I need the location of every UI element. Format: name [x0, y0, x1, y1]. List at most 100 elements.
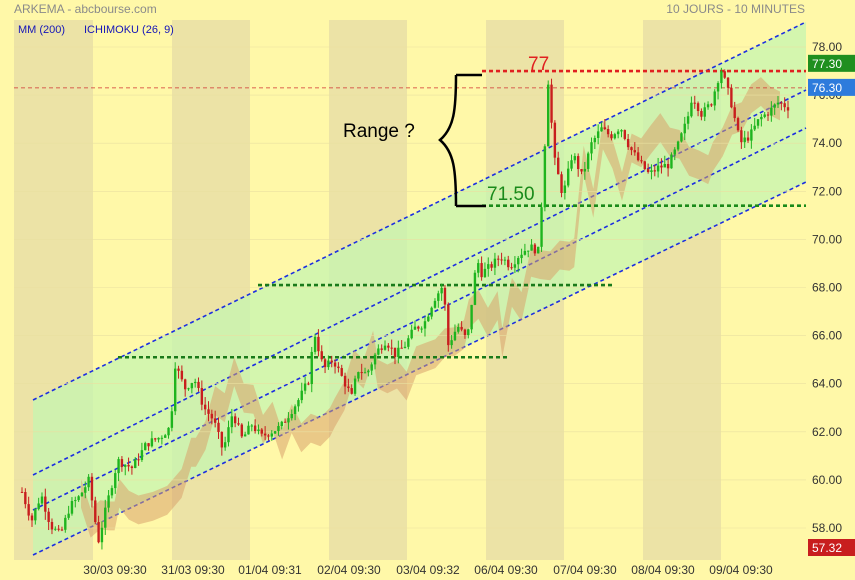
price-badge: [808, 539, 855, 556]
candles: [20, 67, 790, 550]
candle-body: [253, 425, 257, 432]
legend-ichimoku: ICHIMOKU (26, 9): [84, 24, 174, 36]
range-annotation: Range ?: [343, 121, 415, 142]
candle-body: [357, 372, 360, 379]
candle-body: [50, 521, 54, 530]
candle-body: [183, 379, 187, 390]
candle-body: [673, 149, 676, 155]
candle-body: [350, 388, 353, 394]
candle-body: [703, 107, 706, 117]
candle-body: [80, 492, 84, 497]
candle-body: [150, 438, 154, 447]
candle-body: [200, 388, 204, 405]
candle-body: [710, 104, 713, 106]
price-badge-label: 57.32: [812, 541, 842, 555]
candle-body: [730, 87, 733, 108]
candle-body: [517, 258, 520, 265]
candle-body: [193, 381, 197, 384]
candle-body: [763, 114, 766, 117]
candle-body: [540, 207, 543, 247]
candle-body: [746, 137, 750, 141]
candle-body: [733, 107, 736, 119]
candle-body: [34, 509, 37, 521]
candle-body: [493, 258, 497, 268]
candle-body: [360, 372, 363, 374]
candle-body: [663, 164, 666, 168]
candle-body: [726, 77, 730, 88]
y-tick-label: 70.00: [812, 232, 842, 246]
candle-body: [477, 263, 480, 273]
candle-body: [240, 424, 244, 437]
candle-body: [250, 425, 253, 427]
candle-body: [693, 102, 696, 104]
candle-body: [750, 129, 753, 141]
x-tick-label: 07/04 09:30: [553, 563, 617, 577]
candle-body: [37, 503, 40, 510]
candle-body: [430, 307, 433, 317]
candle-body: [64, 517, 67, 530]
candle-body: [566, 168, 570, 186]
candle-body: [680, 133, 683, 142]
candle-body: [387, 345, 390, 348]
candle-body: [626, 138, 630, 148]
candle-body: [70, 501, 74, 514]
candle-body: [686, 116, 690, 124]
candle-body: [207, 409, 210, 414]
candle-body: [523, 250, 527, 255]
candle-body: [490, 264, 493, 268]
candle-body: [154, 438, 157, 440]
candle-body: [736, 118, 740, 131]
candle-body: [47, 511, 50, 522]
candle-body: [457, 326, 460, 332]
candle-body: [547, 84, 550, 147]
candle-body: [213, 418, 217, 423]
candle-body: [230, 416, 234, 428]
candle-body: [57, 528, 60, 530]
candle-body: [390, 347, 393, 349]
price-badges: 77.30 76.30 57.32: [808, 54, 855, 556]
x-tick-label: 31/03 09:30: [161, 563, 225, 577]
candle-body: [383, 345, 387, 350]
candle-body: [270, 433, 273, 437]
candle-body: [503, 259, 507, 261]
candle-body: [550, 84, 553, 123]
candle-body: [420, 328, 423, 330]
candle-body: [380, 348, 383, 350]
candle-body: [643, 161, 646, 170]
candle-body: [593, 137, 597, 143]
candle-body: [203, 404, 207, 410]
candle-body: [706, 104, 710, 108]
candle-body: [293, 406, 297, 415]
candle-body: [90, 476, 94, 501]
candle-body: [137, 459, 140, 461]
candle-body: [210, 413, 214, 419]
candle-body: [483, 268, 487, 278]
candle-body: [233, 416, 237, 424]
y-tick-label: 58.00: [812, 521, 842, 535]
candle-body: [783, 103, 786, 108]
candle-body: [650, 170, 653, 173]
channel-line: [32, 89, 807, 476]
candle-body: [140, 450, 144, 460]
candle-body: [487, 264, 490, 269]
candle-body: [606, 129, 610, 135]
candle-body: [666, 164, 670, 169]
candle-body: [753, 125, 756, 130]
candle-body: [453, 331, 457, 341]
candle-body: [473, 272, 477, 305]
candle-body: [413, 326, 417, 330]
candle-body: [716, 83, 720, 92]
candle-body: [177, 368, 180, 371]
candle-body: [107, 495, 110, 508]
candle-body: [67, 513, 70, 518]
candle-body: [610, 134, 613, 139]
candle-body: [243, 434, 247, 437]
candle-body: [157, 437, 160, 440]
candle-body: [713, 91, 716, 106]
candle-body: [510, 267, 513, 269]
candle-body: [104, 507, 107, 528]
candle-body: [397, 347, 400, 358]
candle-body: [443, 287, 447, 305]
legend-ma: MM (200): [18, 24, 65, 36]
candle-body: [313, 336, 317, 352]
